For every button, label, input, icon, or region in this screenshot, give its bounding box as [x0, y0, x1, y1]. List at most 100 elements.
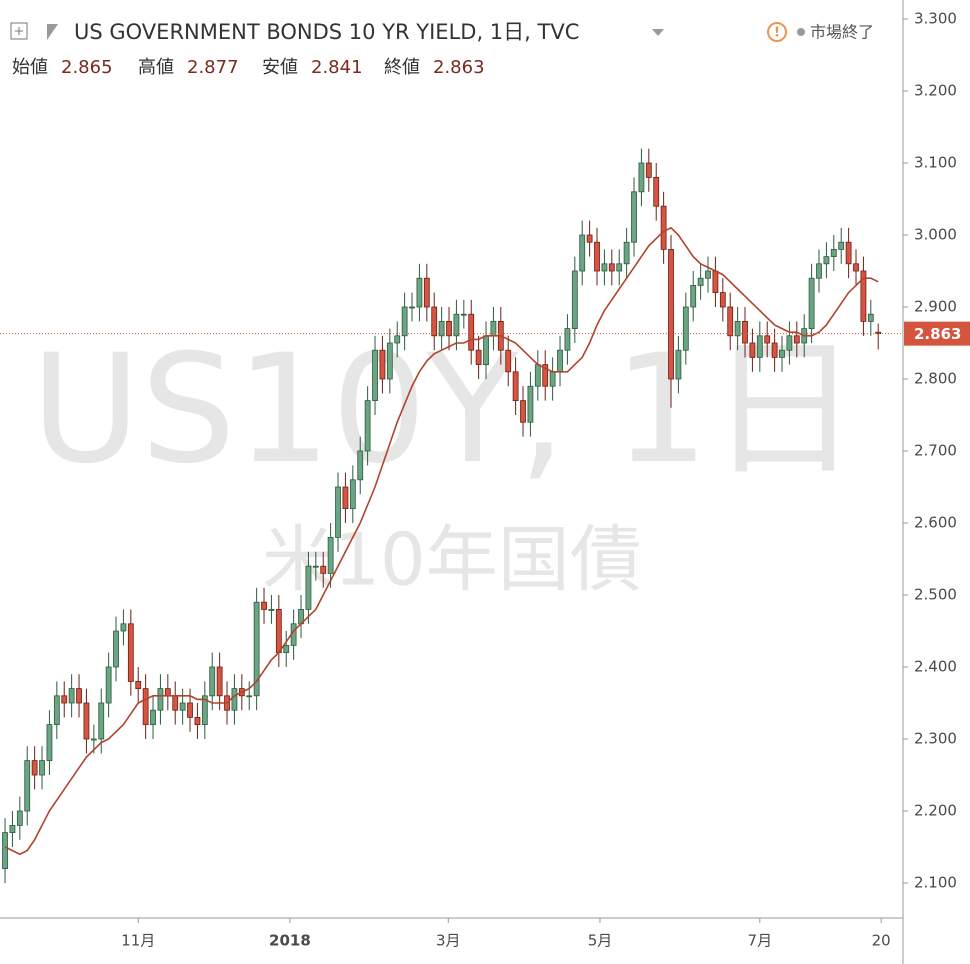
y-tick-label: 3.100: [914, 154, 957, 172]
candle-body: [246, 695, 253, 698]
candle-body: [719, 292, 726, 308]
plot-area: [0, 148, 903, 884]
candle-body: [557, 349, 563, 373]
x-tick-label: 11月: [121, 932, 155, 950]
x-tick-label: 5月: [588, 932, 613, 950]
candle-body: [9, 825, 16, 834]
y-tick-label: 2.500: [914, 586, 957, 604]
candle-body: [571, 270, 578, 330]
candle-body: [127, 623, 134, 682]
candle-body: [105, 666, 112, 704]
candle-body: [668, 249, 674, 380]
candle-body: [164, 688, 171, 697]
candle-body: [172, 695, 179, 711]
collapse-icon: [15, 27, 23, 35]
candle-body: [475, 349, 482, 366]
last-price-label: 2.863: [914, 325, 961, 343]
candle-body: [705, 270, 711, 279]
candle-body: [675, 349, 682, 380]
candle-body: [268, 609, 275, 611]
y-tick-label: 3.300: [914, 10, 957, 28]
candle-body: [727, 306, 734, 337]
candle-body: [771, 342, 778, 358]
candle-body: [31, 760, 38, 776]
candle-body: [460, 313, 467, 316]
x-tick-label: 7月: [748, 932, 773, 950]
candle-body: [756, 335, 763, 358]
candle-body: [830, 249, 837, 258]
candle-body: [53, 695, 60, 726]
candle-body: [468, 313, 475, 351]
candle-body: [83, 702, 90, 740]
candle-body: [216, 666, 223, 697]
x-tick-label: 20: [872, 932, 891, 950]
candle-body: [527, 385, 534, 423]
candle-body: [601, 263, 608, 272]
candle-body: [423, 277, 430, 308]
candle-body: [534, 364, 541, 387]
candle-body: [120, 623, 127, 632]
y-tick-label: 2.400: [914, 658, 957, 676]
watermark: US10Y, 1日: [31, 323, 859, 497]
candle-body: [46, 724, 53, 762]
candle-body: [231, 688, 238, 711]
warning-icon[interactable]: [767, 22, 787, 42]
candle-body: [364, 400, 371, 452]
candle-body: [638, 162, 645, 193]
candle-body: [712, 270, 719, 294]
ohlc-label: 高値: [138, 57, 174, 78]
candle-body: [135, 681, 142, 690]
candle-body: [786, 335, 793, 351]
candle-body: [734, 321, 741, 337]
candle-body: [16, 810, 23, 826]
x-tick-label: 3月: [436, 932, 461, 950]
candle-body: [623, 241, 630, 265]
candle-body: [660, 205, 667, 250]
candle-body: [697, 277, 704, 286]
y-tick-label: 3.000: [914, 226, 957, 244]
candle-body: [261, 601, 267, 610]
candle-body: [793, 335, 800, 344]
candle-body: [90, 738, 97, 741]
y-tick-label: 2.300: [914, 730, 957, 748]
flag-icon: [47, 24, 58, 40]
ohlc-label: 安値: [262, 57, 298, 78]
candle-body: [853, 263, 859, 272]
candle-body: [98, 702, 105, 740]
candle-body: [305, 565, 312, 610]
ohlc-label: 終値: [384, 57, 420, 78]
candle-body: [401, 306, 408, 337]
collapse-button[interactable]: [10, 22, 28, 40]
candle-body: [616, 263, 623, 272]
ohlc-value: 2.877: [187, 57, 239, 78]
candle-body: [320, 565, 327, 574]
candle-body: [608, 263, 615, 272]
candle-body: [453, 313, 460, 337]
candle-body: [875, 331, 882, 335]
candle-body: [816, 263, 822, 279]
candle-body: [483, 335, 489, 366]
candle-body: [39, 760, 45, 776]
candle-body: [194, 717, 201, 726]
candle-body: [357, 450, 364, 481]
candle-body: [416, 277, 423, 308]
candle-body: [253, 601, 260, 697]
candle-body: [113, 630, 119, 668]
last-price-badge: [904, 321, 970, 346]
candle-body: [335, 486, 341, 538]
candle-body: [76, 688, 82, 704]
candle-body: [386, 342, 393, 380]
dropdown-icon[interactable]: [652, 29, 664, 36]
moving-average-line: [4, 226, 879, 856]
candle-body: [187, 702, 193, 718]
candle-body: [275, 609, 282, 654]
candle-body: [860, 270, 867, 322]
y-tick-label: 2.200: [914, 802, 957, 820]
candle-body: [438, 321, 445, 337]
candle-body: [579, 234, 586, 272]
ohlc-value: 2.863: [433, 57, 485, 78]
candle-body: [631, 191, 637, 243]
candle-body: [142, 688, 149, 726]
candle-body: [867, 313, 874, 322]
